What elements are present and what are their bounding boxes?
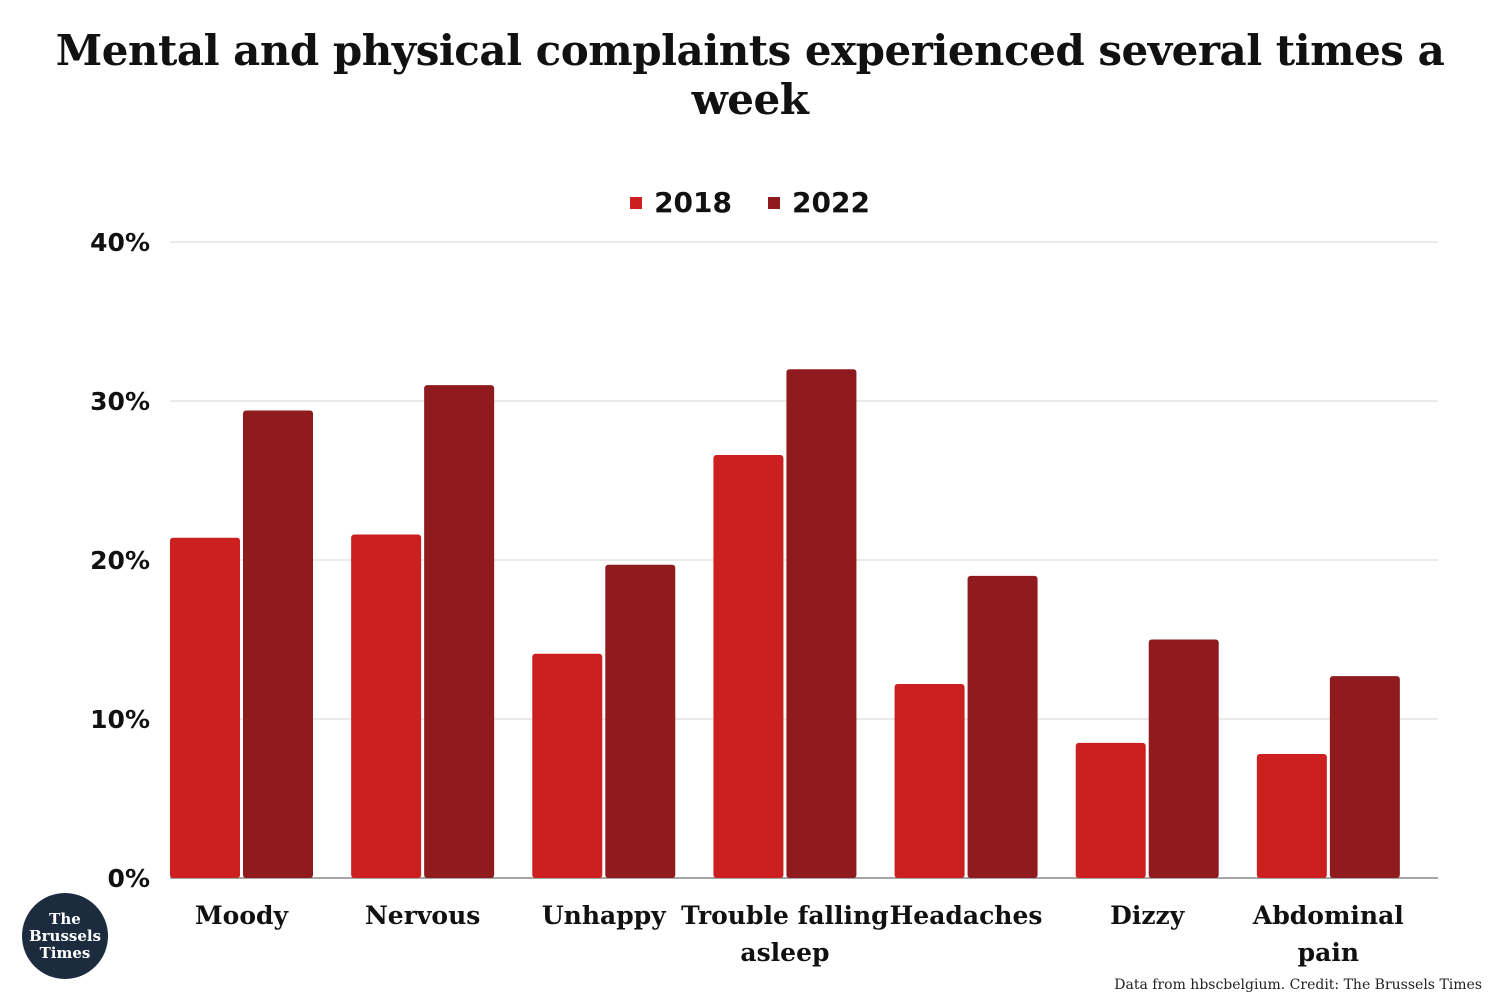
bar-2018 [1075, 742, 1146, 878]
bar-2022 [424, 385, 495, 878]
brussels-times-logo: The Brussels Times [22, 893, 108, 979]
legend-swatch-2018 [630, 196, 643, 209]
bar-2018 [351, 534, 422, 878]
bar-2022 [967, 575, 1038, 878]
y-tick-label: 40% [90, 228, 150, 257]
legend-label-2022: 2022 [792, 186, 870, 219]
legend-label-2018: 2018 [654, 186, 732, 219]
y-tick-label: 10% [90, 705, 150, 734]
x-tick-label: Dizzy [1110, 901, 1186, 930]
bar-2018 [532, 653, 603, 878]
bar-2022 [605, 564, 676, 878]
x-tick-label: Unhappy [542, 901, 667, 930]
x-tick-label: Nervous [365, 901, 480, 930]
bar-2018 [713, 455, 784, 878]
bar-2018 [170, 537, 240, 878]
bar-2022 [1148, 639, 1219, 878]
y-tick-label: 0% [108, 864, 150, 893]
bar-2018 [1256, 753, 1327, 878]
y-tick-label: 30% [90, 387, 150, 416]
chart-title: Mental and physical complaints experienc… [55, 26, 1445, 124]
x-tick-label: Trouble falling asleep [681, 901, 889, 967]
legend-swatch-2022 [768, 196, 780, 209]
bar-2022 [786, 369, 857, 878]
logo-text: The Brussels Times [28, 909, 102, 962]
bar-2022 [1329, 676, 1400, 878]
legend: 2018 2022 [0, 186, 1500, 219]
bar-2018 [894, 684, 965, 878]
x-tick-label: Moody [195, 901, 290, 930]
source-credit: Data from hbscbelgium. Credit: The Bruss… [1114, 977, 1482, 993]
x-tick-label: Abdominal pain [1252, 901, 1404, 967]
legend-item-2018: 2018 [630, 186, 732, 219]
legend-item-2022: 2022 [768, 186, 870, 219]
bar-2022 [243, 410, 313, 878]
y-tick-label: 20% [90, 546, 150, 575]
x-tick-label: Headaches [890, 901, 1043, 930]
